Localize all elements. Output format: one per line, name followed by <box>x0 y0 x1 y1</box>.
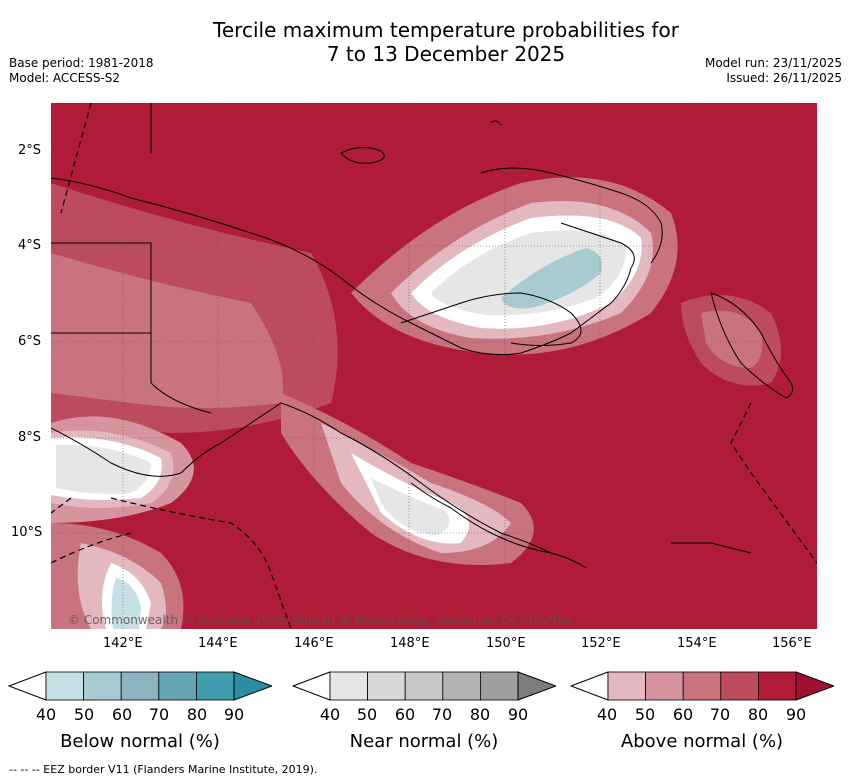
lon-tick: 150°E <box>486 636 526 651</box>
colorbar-segment <box>404 671 444 701</box>
below-normal-south <box>111 578 141 629</box>
lat-tick: 4°S <box>18 238 42 253</box>
meta-left: Base period: 1981-2018 Model: ACCESS-S2 <box>9 56 154 86</box>
cb-tick: 40 <box>319 705 341 724</box>
coastlines <box>51 103 794 569</box>
colorbar-segment <box>83 671 122 701</box>
cb-tick: 60 <box>672 705 694 724</box>
chart-title: Tercile maximum temperature probabilitie… <box>0 18 850 66</box>
cb-tick: 70 <box>709 705 731 724</box>
colorbar-segment <box>645 671 684 701</box>
cb-tick: 80 <box>469 705 491 724</box>
colorbar-segment <box>158 671 197 701</box>
colorbar-below-title: Below normal (%) <box>60 731 220 752</box>
colorbar-extend-high <box>795 671 834 701</box>
model-run: Model run: 23/11/2025 <box>704 56 842 70</box>
title-line-1: Tercile maximum temperature probabilitie… <box>213 18 679 42</box>
contour-70-west <box>51 253 283 408</box>
base-period: Base period: 1981-2018 <box>9 56 154 70</box>
near-normal-central <box>371 478 450 535</box>
colorbar-segment <box>479 671 519 701</box>
issued-date: Issued: 26/11/2025 <box>726 71 842 85</box>
colorbar-above-svg <box>570 671 834 701</box>
cb-tick: 50 <box>73 705 95 724</box>
cb-tick: 50 <box>356 705 378 724</box>
lon-tick: 154°E <box>677 636 717 651</box>
colorbar-segment <box>367 671 406 701</box>
colorbar-segment <box>720 671 759 701</box>
cb-tick: 70 <box>148 705 170 724</box>
credit-text: © Commonwealth of Australia 2025, Bureau… <box>68 613 574 627</box>
lat-tick: 10°S <box>11 525 43 540</box>
cb-tick: 40 <box>35 705 57 724</box>
colorbar-near-svg <box>292 671 556 701</box>
lon-tick: 142°E <box>103 636 143 651</box>
colorbar-segment <box>195 671 235 701</box>
title-line-2: 7 to 13 December 2025 <box>326 42 566 66</box>
contour-70-bougainville <box>701 310 763 368</box>
lat-tick: 8°S <box>18 430 42 445</box>
cb-tick: 60 <box>111 705 133 724</box>
colorbar-above-title: Above normal (%) <box>620 731 784 752</box>
colorbar-segment <box>607 671 646 701</box>
lon-tick: 156°E <box>772 636 812 651</box>
colorbar-extend-high <box>233 671 272 701</box>
map-svg <box>51 103 817 629</box>
lat-tick: 6°S <box>18 334 42 349</box>
colorbar-near <box>292 671 556 701</box>
colorbar-extend-low <box>570 671 609 701</box>
colorbar-segment <box>442 671 481 701</box>
colorbar-segment <box>120 671 160 701</box>
cb-tick: 50 <box>634 705 656 724</box>
colorbar-below-svg <box>8 671 272 701</box>
graticule <box>51 103 817 629</box>
cb-tick: 90 <box>785 705 807 724</box>
colorbar-segment <box>45 671 84 701</box>
cb-tick: 90 <box>223 705 245 724</box>
lon-tick: 152°E <box>581 636 621 651</box>
lon-tick: 146°E <box>294 636 334 651</box>
cb-tick: 40 <box>596 705 618 724</box>
cb-tick: 80 <box>186 705 208 724</box>
colorbar-extend-low <box>292 671 331 701</box>
eez-footnote: -- -- -- EEZ border V11 (Flanders Marine… <box>9 763 318 776</box>
colorbar-above <box>570 671 834 701</box>
colorbar-segment <box>682 671 722 701</box>
colorbar-near-title: Near normal (%) <box>349 731 499 752</box>
cb-tick: 60 <box>394 705 416 724</box>
colorbar-extend-high <box>517 671 556 701</box>
eez-borders <box>51 103 817 629</box>
colorbar-below <box>8 671 272 701</box>
model-name: Model: ACCESS-S2 <box>9 71 121 85</box>
lat-tick: 2°S <box>18 143 42 158</box>
near-normal-sw <box>56 444 151 494</box>
lon-tick: 144°E <box>198 636 238 651</box>
cb-tick: 80 <box>747 705 769 724</box>
colorbar-segment <box>757 671 797 701</box>
colorbar-extend-low <box>8 671 47 701</box>
cb-tick: 90 <box>507 705 529 724</box>
colorbar-segment <box>329 671 368 701</box>
cb-tick: 70 <box>431 705 453 724</box>
meta-right: Model run: 23/11/2025 Issued: 26/11/2025 <box>705 56 842 86</box>
below-normal-east <box>501 248 602 309</box>
probability-map <box>51 103 817 629</box>
lon-tick: 148°E <box>390 636 430 651</box>
